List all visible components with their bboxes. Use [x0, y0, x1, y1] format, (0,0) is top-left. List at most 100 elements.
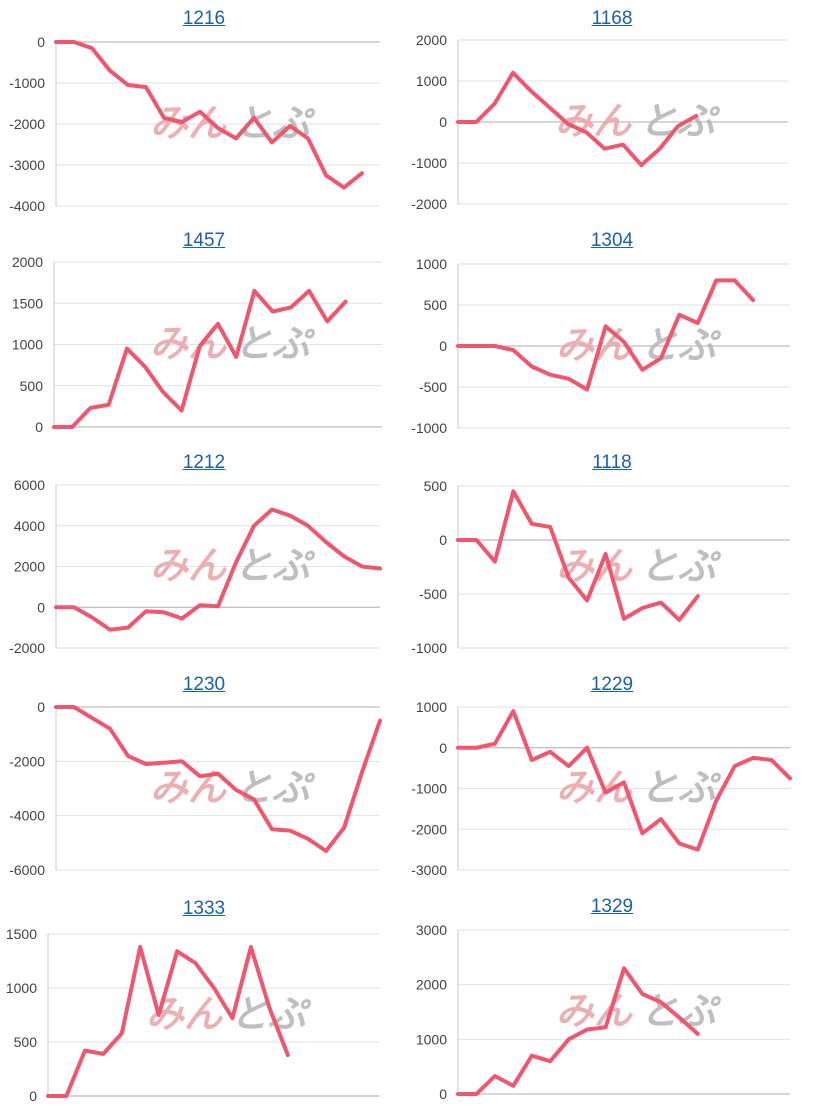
watermark-text: みん: [150, 544, 227, 588]
data-point: [101, 1052, 105, 1056]
data-point: [788, 776, 792, 780]
chart-title-link[interactable]: 1230: [182, 674, 226, 695]
data-point: [378, 718, 382, 723]
data-point: [126, 83, 130, 87]
y-tick-label: 1000: [416, 699, 447, 715]
y-tick-label: -4000: [9, 198, 45, 214]
data-point: [108, 628, 112, 632]
chart-title-link[interactable]: 1329: [590, 896, 634, 917]
data-point: [658, 147, 662, 151]
data-point: [733, 764, 737, 768]
data-point: [677, 313, 681, 317]
data-point: [70, 425, 74, 429]
watermark-text: みん: [556, 766, 633, 810]
data-point: [659, 601, 663, 605]
y-tick-label: -1000: [411, 781, 447, 797]
y-tick-label: -2000: [9, 753, 45, 769]
data-point: [456, 344, 460, 348]
data-point: [769, 758, 774, 762]
data-point: [162, 610, 166, 614]
data-point: [567, 377, 571, 381]
data-point: [90, 46, 94, 50]
data-point: [198, 344, 202, 348]
data-point: [567, 764, 571, 768]
data-point: [64, 1094, 69, 1098]
data-point: [677, 1015, 681, 1020]
y-tick-label: -2000: [9, 116, 45, 132]
y-tick-label: 4000: [14, 518, 45, 534]
data-point: [584, 130, 588, 134]
data-point: [234, 355, 238, 359]
data-point: [585, 387, 589, 392]
watermark-text: とぷ: [234, 544, 316, 588]
series-line: [456, 489, 700, 622]
data-point: [198, 774, 202, 778]
chart-panel-1118: 1118 500 0 -500 -1000 みん とぷ: [408, 444, 816, 666]
data-point: [529, 89, 533, 93]
y-tick-label: -3000: [9, 157, 45, 173]
chart-title-link[interactable]: 1457: [182, 230, 226, 251]
data-point: [252, 797, 256, 801]
data-point: [162, 761, 166, 765]
series-line: [456, 966, 700, 1096]
data-point: [714, 278, 718, 282]
data-point: [530, 758, 534, 762]
data-point: [530, 364, 534, 369]
data-point: [72, 705, 76, 709]
data-point: [603, 552, 608, 556]
watermark: みん とぷ: [556, 766, 722, 810]
data-point: [270, 827, 274, 831]
watermark-text: とぷ: [640, 544, 722, 588]
data-point: [640, 831, 645, 835]
data-point: [270, 140, 274, 145]
data-point: [46, 1094, 50, 1098]
y-tick-label: 1000: [416, 1031, 447, 1047]
data-point: [567, 576, 571, 580]
chart-title-link[interactable]: 1118: [592, 452, 632, 473]
y-tick-label: 0: [29, 1088, 37, 1104]
data-point: [52, 425, 56, 429]
data-point: [88, 406, 93, 410]
y-tick-label: 0: [439, 1086, 447, 1102]
data-point: [493, 344, 497, 348]
data-point: [474, 1092, 479, 1096]
data-point: [474, 344, 479, 348]
watermark-text: とぷ: [639, 99, 721, 143]
y-tick-label: 1500: [12, 295, 43, 311]
data-point: [456, 538, 460, 542]
chart-title-link[interactable]: 1168: [591, 8, 633, 29]
data-point: [621, 142, 625, 147]
data-point: [640, 992, 645, 996]
data-point: [286, 1053, 290, 1057]
data-point: [198, 603, 202, 607]
data-point: [511, 709, 515, 713]
data-point: [548, 1059, 552, 1063]
watermark: みん とぷ: [556, 323, 722, 367]
y-tick-label: 2000: [416, 977, 447, 993]
data-point: [696, 1032, 700, 1036]
chart-title-link[interactable]: 1212: [182, 452, 226, 473]
chart-title-link[interactable]: 1333: [182, 898, 226, 919]
data-point: [288, 829, 292, 833]
data-point: [54, 40, 58, 44]
data-point: [622, 340, 626, 344]
data-point: [456, 1092, 460, 1096]
data-point: [90, 716, 94, 720]
data-point: [108, 69, 112, 73]
data-point: [126, 626, 130, 630]
data-point: [493, 742, 497, 746]
data-point: [324, 849, 328, 853]
chart-title-link[interactable]: 1304: [590, 230, 634, 251]
data-point: [271, 309, 275, 314]
chart-title-link[interactable]: 1229: [590, 674, 634, 695]
y-tick-label: 0: [439, 740, 447, 756]
data-point: [659, 356, 663, 360]
data-point: [474, 120, 478, 124]
data-point: [603, 147, 607, 151]
data-point: [360, 564, 364, 569]
y-tick-label: 6000: [14, 477, 45, 493]
chart-title-link[interactable]: 1216: [182, 8, 226, 29]
y-tick-label: -1000: [411, 155, 447, 171]
chart-panel-1216: 1216 0 -1000 -2000 -3000 -4000 みん とぷ: [0, 0, 408, 222]
data-point: [603, 790, 608, 795]
